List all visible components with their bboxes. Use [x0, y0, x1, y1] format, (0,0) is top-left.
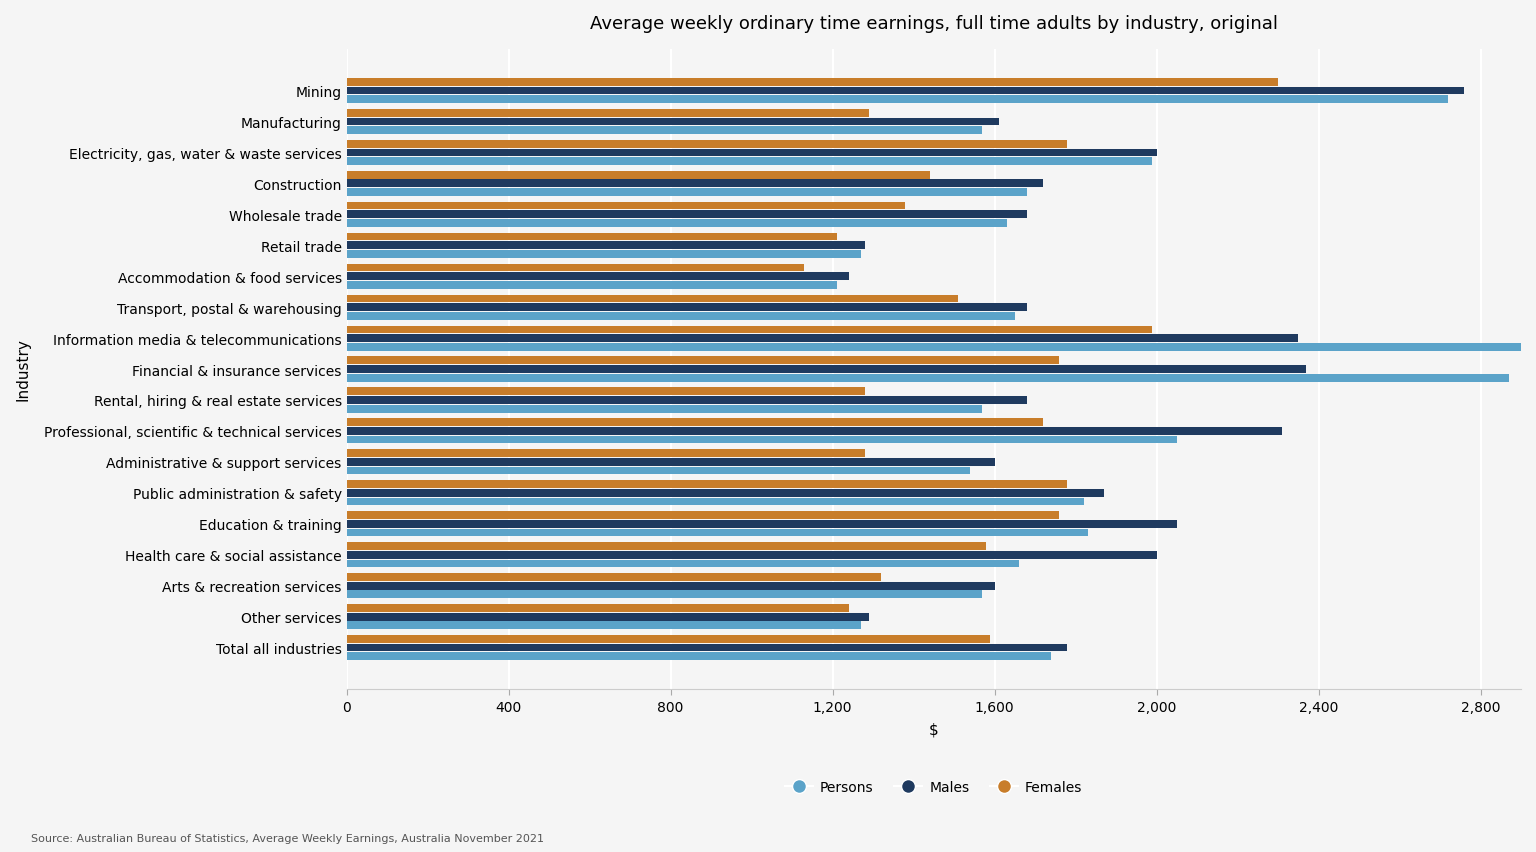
- Bar: [347, 636, 991, 643]
- Bar: [347, 233, 837, 241]
- Bar: [347, 220, 1006, 227]
- Bar: [347, 127, 983, 135]
- Bar: [347, 543, 986, 550]
- Bar: [347, 203, 905, 210]
- Text: Source: Australian Bureau of Statistics, Average Weekly Earnings, Australia Nove: Source: Australian Bureau of Statistics,…: [31, 833, 544, 843]
- Bar: [347, 211, 1028, 219]
- Bar: [347, 273, 849, 280]
- Bar: [347, 428, 1283, 435]
- Bar: [347, 110, 869, 118]
- Bar: [347, 489, 1104, 497]
- Bar: [347, 250, 860, 258]
- Bar: [347, 79, 1278, 87]
- Bar: [347, 313, 1015, 320]
- Bar: [347, 458, 994, 466]
- Bar: [347, 282, 837, 290]
- Bar: [347, 181, 1043, 188]
- Legend: Persons, Males, Females: Persons, Males, Females: [779, 773, 1089, 801]
- Bar: [347, 406, 983, 413]
- Bar: [347, 264, 805, 272]
- Bar: [347, 88, 1464, 95]
- Bar: [347, 521, 1177, 528]
- Y-axis label: Industry: Industry: [15, 338, 31, 401]
- Bar: [347, 171, 929, 179]
- Bar: [347, 388, 865, 395]
- Bar: [347, 450, 865, 458]
- Bar: [347, 326, 1152, 334]
- Bar: [347, 189, 1028, 197]
- Bar: [347, 644, 1068, 652]
- Bar: [347, 498, 1083, 506]
- Bar: [347, 158, 1152, 166]
- Bar: [347, 374, 1508, 382]
- Bar: [347, 343, 1521, 351]
- Bar: [347, 397, 1028, 405]
- Bar: [347, 512, 1060, 520]
- Bar: [347, 118, 998, 126]
- Bar: [347, 149, 1157, 157]
- Bar: [347, 613, 869, 621]
- Bar: [347, 366, 1306, 373]
- Bar: [347, 419, 1043, 427]
- Bar: [347, 296, 958, 303]
- Bar: [347, 590, 983, 598]
- Bar: [347, 304, 1028, 312]
- Bar: [347, 582, 994, 590]
- Bar: [347, 573, 882, 581]
- Bar: [347, 335, 1298, 343]
- Bar: [347, 551, 1157, 559]
- Bar: [347, 560, 1018, 567]
- Bar: [347, 622, 860, 630]
- Bar: [347, 653, 1051, 660]
- Bar: [347, 242, 865, 250]
- Bar: [347, 141, 1068, 148]
- Bar: [347, 436, 1177, 444]
- Bar: [347, 467, 971, 475]
- Title: Average weekly ordinary time earnings, full time adults by industry, original: Average weekly ordinary time earnings, f…: [590, 15, 1278, 33]
- X-axis label: $: $: [929, 722, 938, 737]
- Bar: [347, 96, 1448, 104]
- Bar: [347, 529, 1087, 537]
- Bar: [347, 357, 1060, 365]
- Bar: [347, 604, 849, 612]
- Bar: [347, 481, 1068, 488]
